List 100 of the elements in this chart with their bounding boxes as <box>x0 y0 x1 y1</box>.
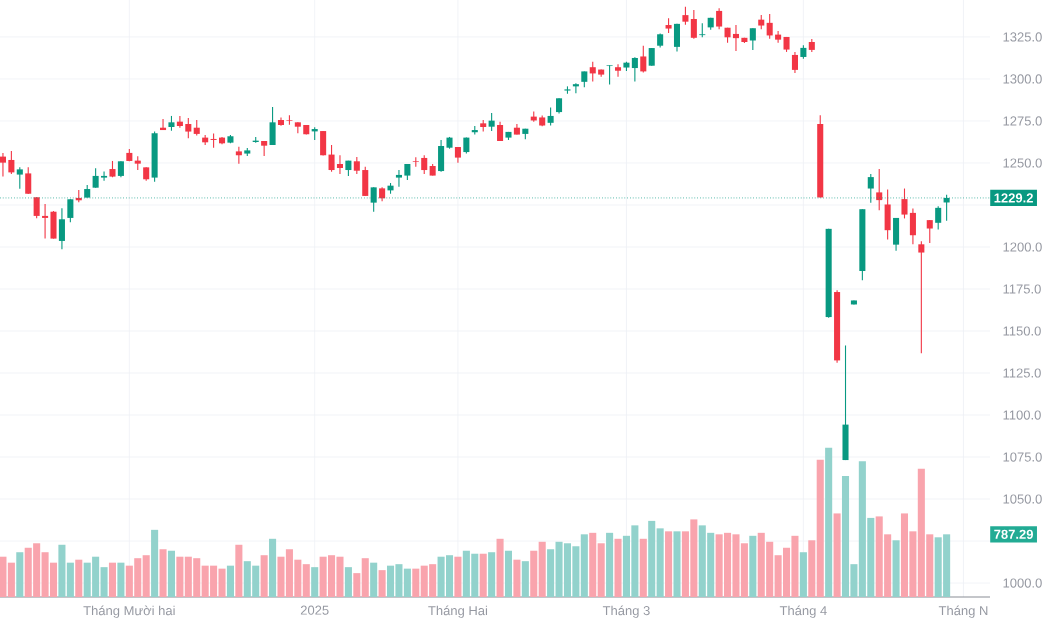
x-tick-label: Tháng 3 <box>602 605 650 618</box>
x-tick-label: Tháng Hai <box>428 605 488 618</box>
y-tick-label: 1150.0 <box>1003 326 1041 336</box>
candlestick <box>631 56 638 83</box>
candlestick <box>286 114 293 126</box>
bar <box>260 555 268 597</box>
x-tick-label: Tháng Mười hai <box>83 605 175 618</box>
bar <box>580 534 588 597</box>
y-tick-label: 1325.0 <box>1003 32 1042 42</box>
candlestick <box>926 219 933 244</box>
bar <box>412 568 420 597</box>
candlestick <box>640 45 647 74</box>
candlestick <box>606 64 613 86</box>
bar <box>521 561 529 597</box>
bar <box>597 543 605 597</box>
bar <box>799 552 807 597</box>
y-tick-label: 1125.0 <box>1003 368 1041 378</box>
candlestick <box>766 13 773 40</box>
bar <box>361 558 369 597</box>
candlestick <box>791 51 798 74</box>
bar <box>311 567 319 597</box>
candlestick <box>918 240 925 354</box>
candlestick <box>395 169 402 188</box>
bar <box>7 562 15 597</box>
y-tick-label: 1300.0 <box>1003 74 1042 84</box>
bar <box>16 552 24 597</box>
y-tick-label: 1275.0 <box>1003 116 1042 126</box>
bar <box>167 550 175 597</box>
y-tick-label: 1175.0 <box>1003 284 1041 294</box>
bar <box>403 568 411 597</box>
bar <box>176 556 184 597</box>
bar <box>825 447 833 597</box>
bar <box>665 531 673 597</box>
bar <box>302 564 310 597</box>
y-tick-label: 1100.0 <box>1003 410 1041 420</box>
bar <box>100 567 108 597</box>
candlestick <box>732 24 740 52</box>
bar <box>58 544 66 597</box>
bar <box>513 559 521 597</box>
candlestick <box>497 121 504 142</box>
bar <box>496 538 504 597</box>
bar <box>235 544 243 597</box>
candlestick <box>589 61 596 83</box>
candlestick <box>412 156 419 168</box>
candlestick <box>572 82 579 94</box>
y-tick-label: 1200.0 <box>1003 242 1042 252</box>
bar <box>648 520 656 597</box>
candlestick <box>176 115 183 129</box>
bar <box>378 570 386 597</box>
candlestick <box>901 187 908 219</box>
candlestick <box>421 154 428 175</box>
candlestick <box>909 207 916 245</box>
bar <box>749 535 757 597</box>
bar <box>589 532 597 597</box>
candlestick <box>16 166 23 190</box>
bar <box>370 562 378 597</box>
candlestick <box>716 7 723 30</box>
bar <box>151 529 159 597</box>
candlestick <box>42 203 49 240</box>
candlestick <box>8 150 15 175</box>
bar <box>0 556 7 597</box>
bar <box>344 567 352 597</box>
candlestick <box>25 166 32 195</box>
x-tick-label: Tháng N <box>938 605 988 618</box>
bar <box>117 562 125 597</box>
candlestick <box>749 27 756 51</box>
bar <box>269 538 277 597</box>
candlestick <box>92 167 99 189</box>
bar <box>639 538 647 597</box>
bar <box>833 513 841 597</box>
bar <box>226 565 234 597</box>
bar <box>488 552 496 597</box>
bar <box>108 562 117 597</box>
candlestick <box>58 207 65 250</box>
bar <box>142 555 150 597</box>
candlestick <box>935 205 942 231</box>
bar <box>656 528 664 597</box>
ref-line-label: 1229.2 <box>994 193 1033 203</box>
candlestick <box>488 112 495 132</box>
candlestick <box>328 144 335 173</box>
bar <box>808 540 816 597</box>
candlestick <box>101 170 108 182</box>
x-tick-label: 2025 <box>300 605 329 615</box>
bar <box>816 459 824 597</box>
candlestick <box>775 30 782 44</box>
candlestick <box>614 63 622 78</box>
y-tick-label: 1050.0 <box>1003 494 1042 504</box>
candlestick <box>261 140 268 157</box>
bar <box>606 532 614 597</box>
bar <box>353 573 361 597</box>
bar <box>66 562 74 597</box>
candlestick <box>185 117 192 139</box>
bar <box>479 553 487 597</box>
bar <box>614 538 622 597</box>
y-tick-label: 1075.0 <box>1003 452 1042 462</box>
bar <box>454 556 462 597</box>
candlestick <box>235 146 242 165</box>
bar <box>538 541 546 597</box>
candlestick <box>876 168 883 211</box>
text: 787.29 <box>994 529 1033 539</box>
